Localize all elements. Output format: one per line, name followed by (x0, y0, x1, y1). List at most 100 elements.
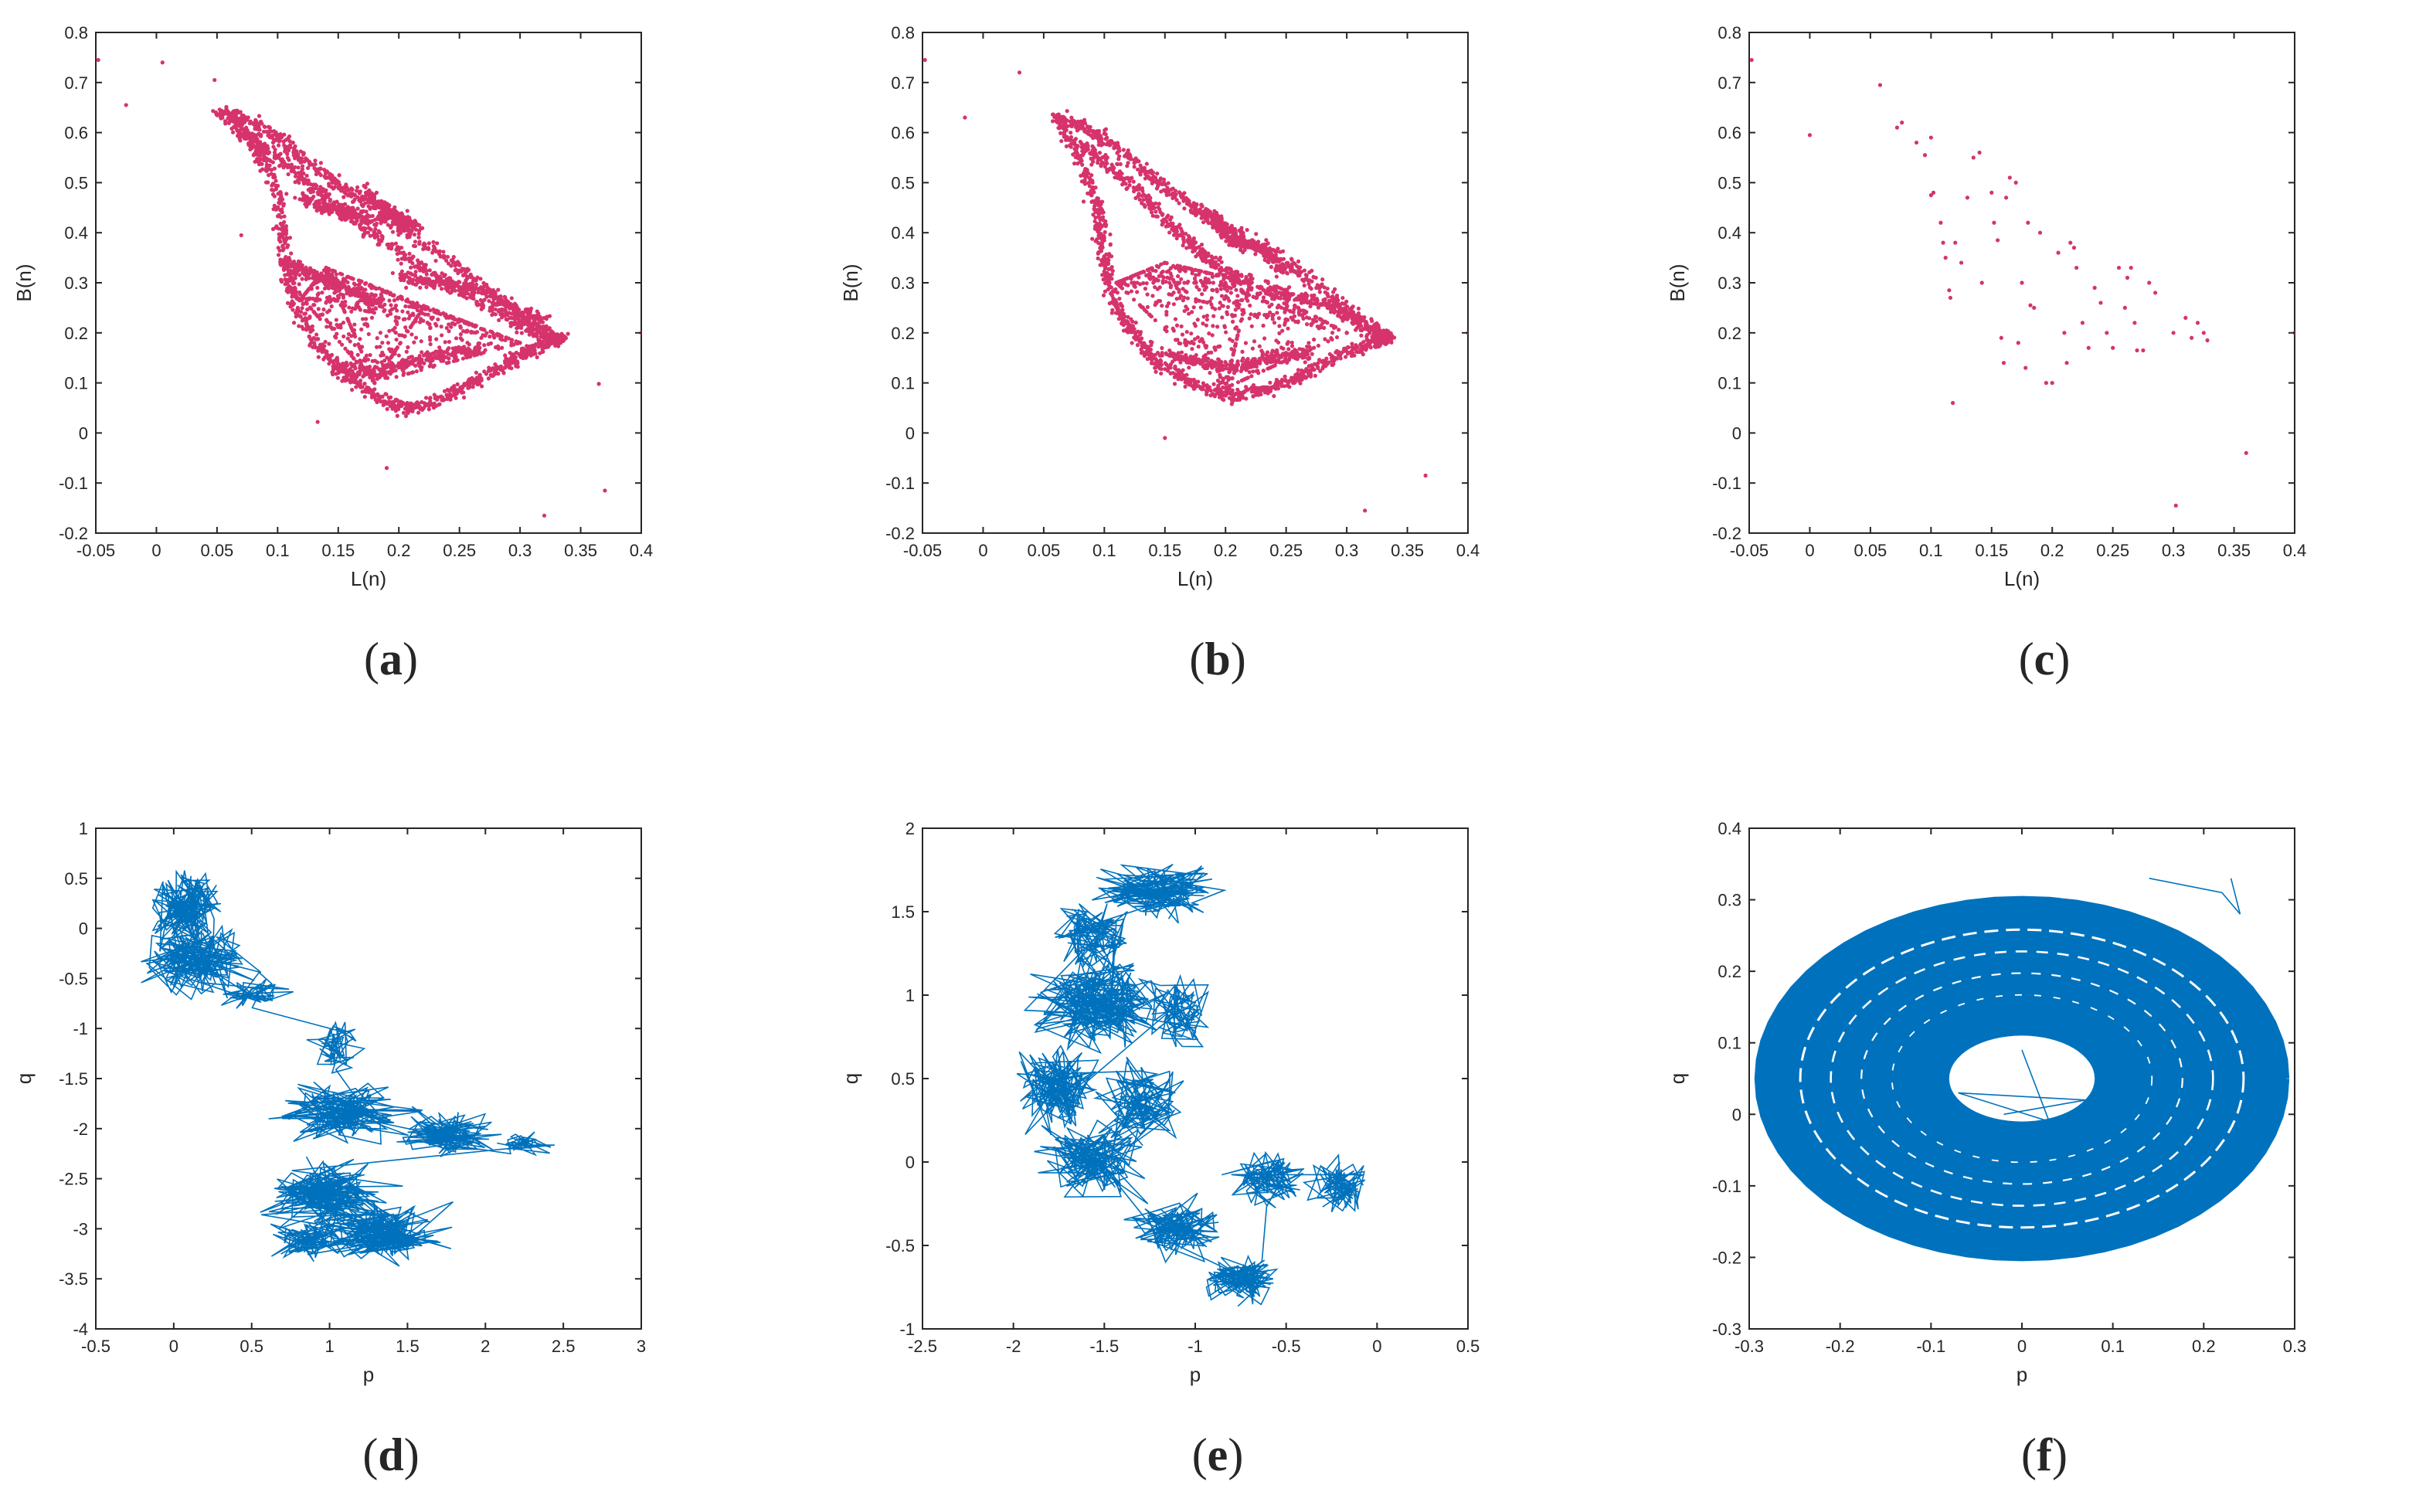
attractor-point (360, 389, 365, 394)
attractor-point (464, 355, 469, 360)
attractor-point (416, 313, 421, 318)
attractor-point (433, 258, 438, 263)
attractor-point (292, 264, 297, 269)
attractor-point (320, 342, 324, 347)
attractor-point (270, 192, 276, 197)
attractor-point (515, 330, 519, 335)
attractor-point (386, 341, 391, 345)
attractor-point (454, 351, 458, 355)
attractor-point (355, 352, 360, 357)
attractor-point (1092, 219, 1097, 224)
attractor-point (298, 160, 303, 165)
y-tick-label: 0.7 (64, 73, 88, 93)
attractor-point (395, 413, 399, 418)
attractor-point (1105, 142, 1109, 147)
attractor-point (1280, 249, 1286, 253)
attractor-point (1161, 177, 1167, 182)
attractor-point (471, 385, 475, 389)
attractor-point (525, 327, 530, 331)
attractor-point (557, 335, 562, 340)
attractor-point (308, 162, 313, 167)
attractor-point (280, 243, 285, 248)
attractor-point (566, 331, 570, 336)
attractor-point (535, 314, 539, 318)
attractor-point (245, 135, 250, 140)
attractor-point (329, 304, 334, 309)
attractor-point (254, 152, 259, 157)
attractor-point (359, 327, 364, 331)
attractor-point (550, 337, 555, 341)
attractor-point (322, 280, 328, 286)
attractor-point (342, 211, 347, 216)
attractor-point (381, 368, 386, 372)
attractor-point (270, 160, 276, 165)
attractor-point (214, 112, 219, 117)
attractor-point (428, 341, 433, 347)
attractor-point (260, 167, 265, 172)
attractor-point (312, 311, 317, 315)
attractor-point (480, 305, 484, 311)
attractor-point (477, 345, 481, 350)
attractor-point (1201, 220, 1206, 225)
attractor-point (433, 309, 437, 314)
attractor-point (443, 286, 448, 291)
attractor-point (297, 267, 302, 272)
attractor-point (1085, 124, 1090, 129)
attractor-point (358, 294, 363, 299)
attractor-point (252, 122, 257, 127)
attractor-point (276, 143, 281, 148)
attractor-point (458, 336, 463, 341)
attractor-point (398, 341, 403, 345)
attractor-point (291, 141, 295, 145)
attractor-point (349, 334, 354, 338)
attractor-point (489, 373, 494, 378)
attractor-point (340, 282, 345, 287)
attractor-point (514, 339, 518, 344)
attractor-point (1078, 121, 1082, 126)
attractor-point (1096, 208, 1101, 212)
attractor-point (397, 216, 402, 222)
attractor-point (348, 219, 354, 224)
attractor-point (284, 225, 288, 229)
attractor-point (363, 287, 368, 292)
attractor-point (427, 364, 432, 369)
attractor-point (323, 339, 328, 345)
attractor-point (368, 233, 372, 238)
attractor-point (398, 272, 403, 277)
attractor-point (278, 151, 283, 156)
x-axis-label: L(n) (351, 567, 386, 590)
attractor-point (431, 365, 436, 369)
attractor-point (285, 144, 290, 149)
attractor-point (436, 353, 440, 358)
attractor-point (368, 352, 372, 358)
attractor-point (461, 273, 466, 277)
attractor-point (459, 351, 464, 355)
attractor-point (1311, 274, 1316, 280)
attractor-point (1374, 326, 1380, 331)
attractor-point (468, 275, 473, 280)
attractor-point (1302, 283, 1306, 288)
attractor-point (1347, 307, 1353, 311)
attractor-point (316, 345, 321, 351)
attractor-point (332, 269, 337, 274)
attractor-point (233, 120, 237, 124)
attractor-point (301, 296, 306, 301)
attractor-point (1181, 194, 1185, 199)
attractor-point (316, 337, 321, 341)
attractor-point (1096, 199, 1102, 204)
attractor-point (491, 288, 496, 293)
attractor-point (1167, 192, 1172, 197)
attractor-point (410, 281, 415, 286)
attractor-point (329, 185, 334, 189)
attractor-point (393, 330, 398, 335)
attractor-point (398, 294, 403, 299)
attractor-point (1299, 270, 1304, 274)
attractor-point (278, 195, 283, 200)
attractor-point (421, 269, 426, 274)
attractor-point (1089, 173, 1094, 178)
attractor-point (474, 378, 478, 382)
attractor-point (474, 302, 479, 307)
attractor-point (350, 192, 355, 196)
attractor-point (243, 114, 247, 119)
attractor-point (441, 250, 446, 254)
